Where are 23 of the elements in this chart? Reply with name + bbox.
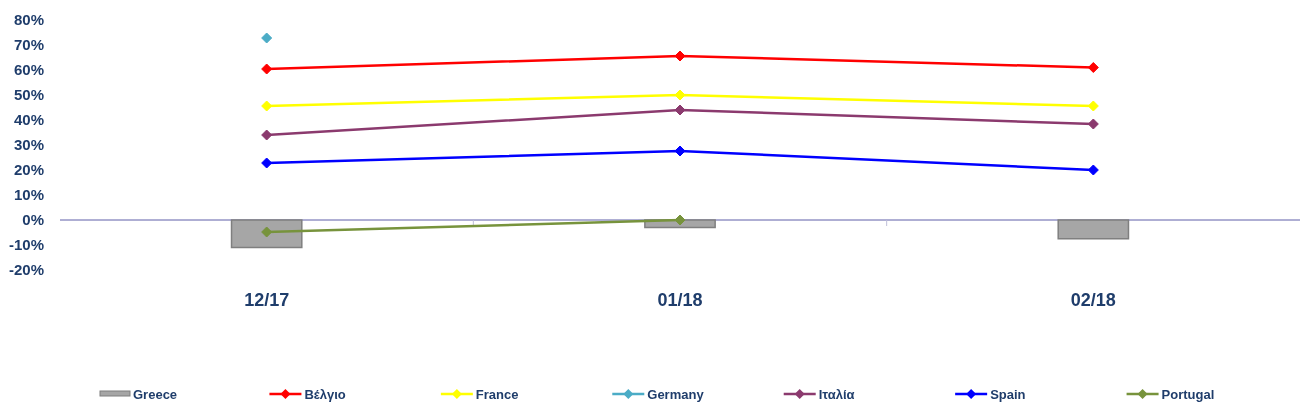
y-tick-label: 0% (22, 211, 44, 229)
legend-label: Βέλγιο (304, 387, 346, 402)
y-tick-label: 20% (13, 161, 44, 179)
y-tick-label: 40% (13, 111, 44, 129)
legend-label: Spain (990, 387, 1026, 402)
x-tick-label: 12/17 (244, 290, 290, 310)
legend-label: Germany (647, 387, 705, 402)
point (1087, 62, 1099, 73)
y-tick-label: -10% (8, 236, 44, 254)
legend-label: Portugal (1161, 387, 1215, 402)
y-tick-label: 50% (13, 86, 44, 104)
x-tick-label: 02/18 (1070, 290, 1116, 310)
y-tick-label: 60% (13, 61, 44, 79)
y-tick-label: 10% (13, 186, 44, 204)
y-tick-label: 80% (13, 11, 44, 29)
legend-label: France (475, 387, 519, 402)
y-tick-label: -20% (8, 261, 44, 279)
x-tick-label: 01/18 (657, 290, 703, 310)
y-tick-label: 30% (13, 136, 44, 154)
point (261, 32, 273, 44)
legend-label: Greece (133, 387, 178, 402)
y-tick-label: 70% (13, 36, 44, 54)
legend-label: Ιταλία (818, 387, 855, 402)
